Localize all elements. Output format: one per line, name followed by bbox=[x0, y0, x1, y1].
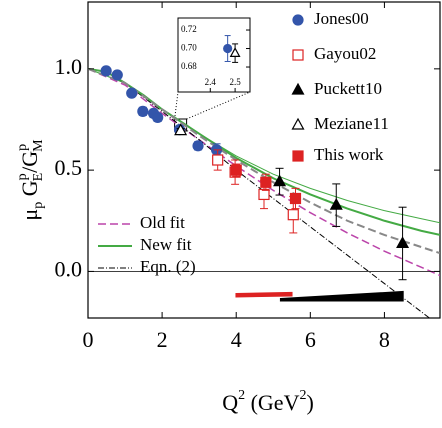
data-point bbox=[111, 69, 123, 81]
legend-label: New fit bbox=[140, 235, 192, 254]
legend-label: Gayou02 bbox=[314, 44, 376, 63]
fit-curve bbox=[88, 68, 431, 318]
x-tick-label: 8 bbox=[379, 327, 390, 352]
y-tick-label: 1.0 bbox=[55, 54, 83, 79]
legend-label: Puckett10 bbox=[314, 79, 382, 98]
data-point bbox=[229, 47, 241, 57]
fit-curve bbox=[88, 68, 440, 277]
inset-x-tick-label: 2.4 bbox=[205, 77, 217, 87]
data-point bbox=[329, 197, 343, 210]
x-tick-label: 6 bbox=[305, 327, 316, 352]
legend-marker bbox=[292, 150, 304, 162]
data-point bbox=[223, 43, 233, 54]
x-tick-label: 2 bbox=[157, 327, 168, 352]
legend-marker bbox=[292, 49, 304, 61]
data-point bbox=[287, 209, 299, 221]
zoom-connector bbox=[186, 91, 251, 120]
fit-curve bbox=[88, 68, 440, 224]
legend-label: Meziane11 bbox=[314, 114, 389, 133]
data-point bbox=[174, 123, 188, 136]
data-point bbox=[273, 174, 287, 187]
y-tick-label: 0.5 bbox=[55, 155, 83, 180]
data-point bbox=[230, 164, 242, 176]
x-axis-label: Q2 (GeV2) bbox=[222, 388, 314, 415]
data-point bbox=[192, 140, 204, 152]
data-point bbox=[100, 65, 112, 77]
data-point bbox=[260, 176, 272, 188]
x-tick-label: 0 bbox=[83, 327, 94, 352]
y-axis-label: μp GpE/GpM bbox=[15, 139, 46, 221]
inset-y-tick-label: 0.70 bbox=[181, 43, 197, 53]
legend-label: This work bbox=[314, 145, 384, 164]
systematic-band bbox=[279, 290, 404, 302]
data-point bbox=[137, 105, 149, 117]
legend-label: Jones00 bbox=[314, 9, 369, 28]
data-point bbox=[126, 87, 138, 99]
x-tick-label: 4 bbox=[231, 327, 242, 352]
zoom-connector bbox=[174, 91, 179, 120]
y-tick-label: 0.0 bbox=[55, 256, 83, 281]
inset-y-tick-label: 0.68 bbox=[181, 61, 197, 71]
data-point bbox=[258, 188, 270, 201]
legend-label: Eqn. (2) bbox=[140, 257, 196, 276]
data-point bbox=[396, 236, 410, 249]
legend-marker bbox=[291, 117, 305, 130]
inset-y-tick-label: 0.72 bbox=[181, 24, 197, 34]
plot-frame bbox=[87, 1, 441, 319]
plot-area bbox=[88, 65, 440, 318]
legend-label: Old fit bbox=[140, 213, 185, 232]
legend-marker bbox=[291, 82, 305, 95]
legend-marker bbox=[292, 14, 304, 26]
data-point bbox=[289, 192, 302, 205]
fit-curve bbox=[88, 67, 440, 255]
data-point bbox=[152, 111, 164, 124]
systematic-band bbox=[235, 291, 293, 298]
data-point bbox=[212, 154, 224, 166]
inset-x-tick-label: 2.5 bbox=[229, 77, 241, 87]
